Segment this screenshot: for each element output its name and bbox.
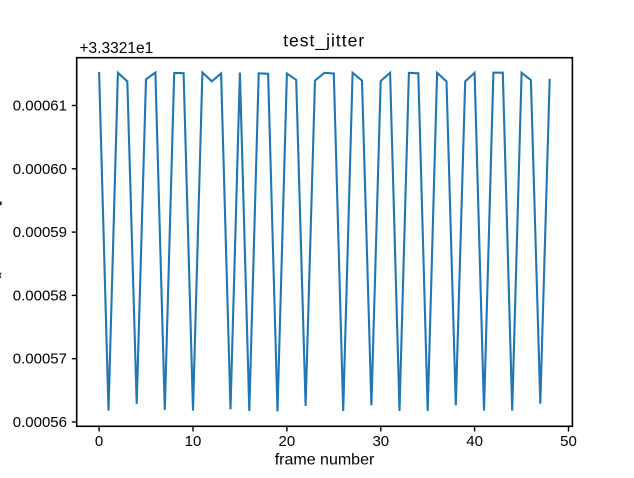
svg-text:0.00060: 0.00060 <box>13 161 67 178</box>
svg-text:0.00061: 0.00061 <box>13 98 67 115</box>
svg-text:30: 30 <box>372 433 389 450</box>
svg-text:0.00059: 0.00059 <box>13 224 67 241</box>
svg-text:40: 40 <box>466 433 483 450</box>
svg-text:test_jitter: test_jitter <box>283 31 365 52</box>
svg-text:20: 20 <box>279 433 296 450</box>
svg-text:0.00056: 0.00056 <box>13 414 67 431</box>
svg-text:+3.3321e1: +3.3321e1 <box>80 40 154 57</box>
svg-text:0.00058: 0.00058 <box>13 287 67 304</box>
svg-text:0: 0 <box>95 433 103 450</box>
svg-text:50: 50 <box>560 433 577 450</box>
svg-text:0.00057: 0.00057 <box>13 351 67 368</box>
svg-text:10: 10 <box>185 433 202 450</box>
svg-text:frame number: frame number <box>275 452 375 469</box>
